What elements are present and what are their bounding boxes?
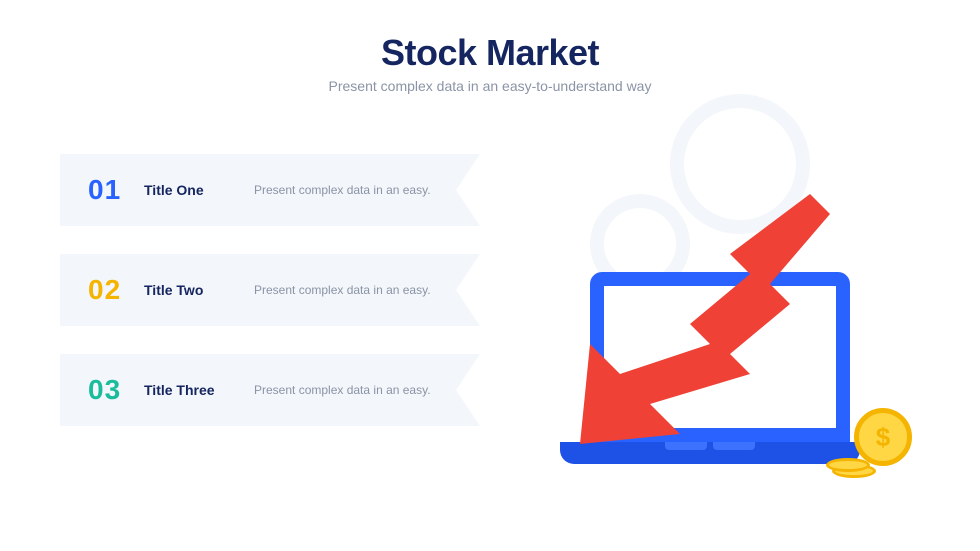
item-desc: Present complex data in an easy.	[254, 181, 440, 199]
coin-icon: $	[854, 408, 912, 466]
content: 01 Title One Present complex data in an …	[0, 154, 980, 484]
page-subtitle: Present complex data in an easy-to-under…	[0, 78, 980, 94]
coin-icon	[826, 458, 870, 472]
illustration: $	[520, 154, 920, 484]
item-number: 03	[88, 374, 144, 406]
list-item: 02 Title Two Present complex data in an …	[60, 254, 480, 326]
list-item: 03 Title Three Present complex data in a…	[60, 354, 480, 426]
page-title: Stock Market	[0, 32, 980, 74]
list-item: 01 Title One Present complex data in an …	[60, 154, 480, 226]
item-desc: Present complex data in an easy.	[254, 381, 440, 399]
down-arrow-icon	[540, 174, 840, 454]
item-title: Title Two	[144, 282, 254, 298]
item-desc: Present complex data in an easy.	[254, 281, 440, 299]
item-title: Title One	[144, 182, 254, 198]
item-number: 02	[88, 274, 144, 306]
item-title: Title Three	[144, 382, 254, 398]
ribbon-list: 01 Title One Present complex data in an …	[60, 154, 480, 484]
item-number: 01	[88, 174, 144, 206]
header: Stock Market Present complex data in an …	[0, 0, 980, 94]
